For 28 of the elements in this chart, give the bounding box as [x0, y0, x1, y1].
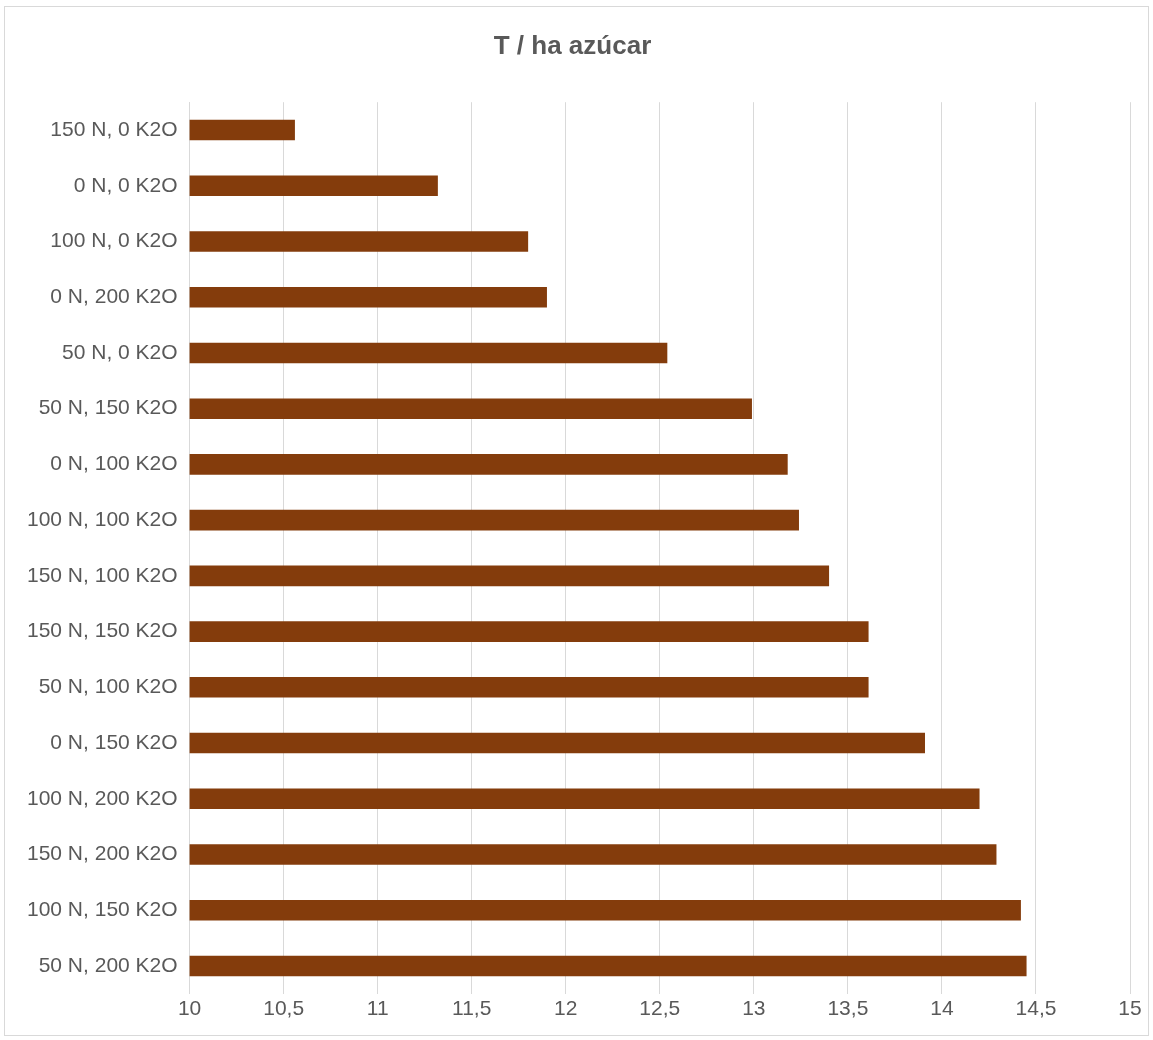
y-tick-label: 100 N, 100 K2O: [26, 506, 178, 530]
y-tick-label: 0 N, 100 K2O: [50, 451, 178, 475]
x-tick-label: 11: [366, 996, 389, 1020]
y-tick-label: 50 N, 100 K2O: [38, 674, 178, 698]
x-tick-label: 11,5: [452, 996, 492, 1020]
x-tick-label: 10: [177, 996, 202, 1020]
y-tick-label: 0 N, 200 K2O: [50, 284, 178, 308]
x-tick-label: 13,5: [827, 996, 869, 1020]
y-tick-label: 150 N, 100 K2O: [26, 562, 178, 586]
y-tick-label: 50 N, 200 K2O: [38, 952, 178, 976]
x-tick-label: 14: [930, 996, 954, 1020]
x-tick-label: 12: [554, 996, 578, 1020]
y-tick-label: 100 N, 150 K2O: [26, 897, 178, 921]
y-tick-label: 150 N, 200 K2O: [26, 841, 178, 865]
y-tick-label: 50 N, 150 K2O: [38, 395, 178, 419]
y-tick-label: 0 N, 150 K2O: [50, 729, 178, 753]
y-tick-label: 0 N, 0 K2O: [73, 172, 178, 196]
x-tick-label: 13: [742, 996, 766, 1020]
x-tick-label: 12,5: [639, 996, 681, 1020]
y-tick-label: 150 N, 0 K2O: [50, 116, 178, 140]
y-tick-label: 100 N, 200 K2O: [26, 785, 178, 809]
chart-title: T / ha azúcar: [493, 29, 652, 60]
y-tick-label: 50 N, 0 K2O: [62, 339, 178, 363]
y-tick-label: 100 N, 0 K2O: [50, 228, 178, 252]
x-tick-label: 15: [1118, 996, 1142, 1020]
x-tick-label: 10,5: [263, 996, 305, 1020]
x-tick-label: 14,5: [1015, 996, 1057, 1020]
y-tick-label: 150 N, 150 K2O: [26, 618, 178, 642]
